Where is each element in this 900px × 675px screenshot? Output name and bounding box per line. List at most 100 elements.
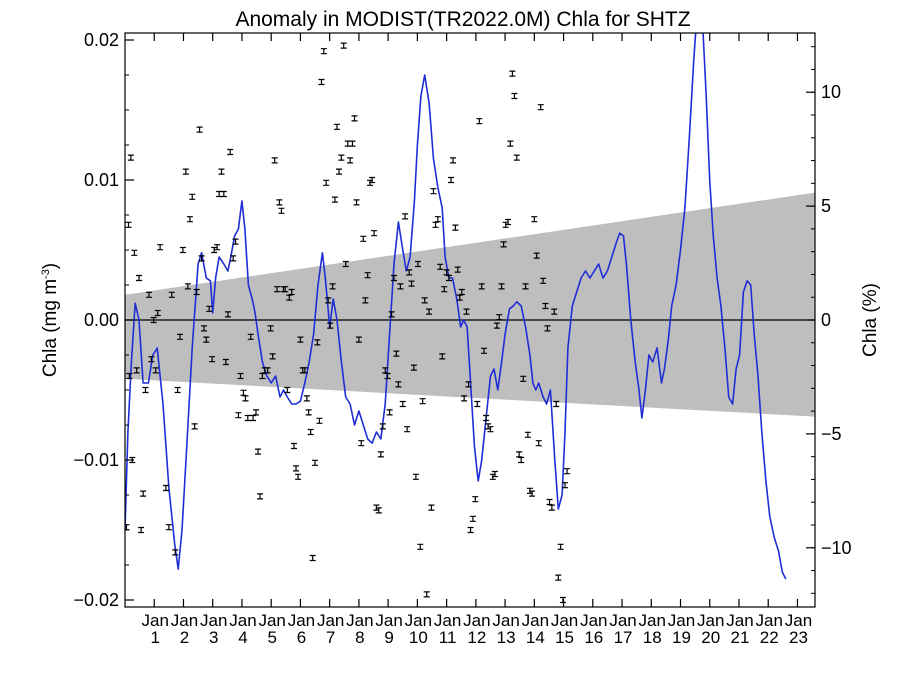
x-tick-year-label: 11 bbox=[439, 628, 457, 647]
data-point bbox=[189, 193, 196, 200]
data-point-errorbar bbox=[301, 367, 308, 374]
data-point bbox=[222, 358, 229, 366]
x-tick-month-label: Jan bbox=[697, 611, 724, 630]
data-point bbox=[295, 473, 302, 480]
x-tick-month-label: Jan bbox=[317, 611, 344, 630]
data-point bbox=[182, 168, 189, 175]
data-point bbox=[252, 409, 259, 416]
data-point bbox=[452, 224, 459, 231]
x-tick-year-label: 9 bbox=[384, 628, 393, 647]
data-point-errorbar bbox=[150, 316, 157, 324]
data-point-errorbar bbox=[189, 193, 196, 200]
data-point bbox=[338, 154, 345, 161]
uncertainty-band bbox=[125, 192, 815, 417]
data-point-errorbar bbox=[293, 465, 300, 472]
data-point bbox=[240, 389, 247, 396]
data-point-errorbar bbox=[127, 154, 134, 161]
data-point-errorbar bbox=[395, 381, 402, 388]
data-point bbox=[162, 484, 169, 492]
data-point-errorbar bbox=[271, 157, 278, 164]
data-point bbox=[168, 291, 175, 298]
data-point-errorbar bbox=[338, 154, 345, 161]
data-point-errorbar bbox=[148, 356, 155, 363]
data-point bbox=[447, 176, 454, 184]
x-tick-month-label: Jan bbox=[522, 611, 549, 630]
data-point-errorbar bbox=[131, 249, 138, 256]
data-point-errorbar bbox=[206, 305, 213, 312]
data-point bbox=[340, 42, 347, 49]
data-point bbox=[469, 515, 476, 522]
data-point-errorbar bbox=[555, 574, 562, 581]
data-point-errorbar bbox=[437, 263, 444, 270]
data-point-errorbar bbox=[282, 286, 289, 293]
data-point bbox=[271, 157, 278, 164]
data-point bbox=[342, 260, 349, 268]
x-tick-year-label: 2 bbox=[180, 628, 189, 647]
data-point bbox=[474, 400, 481, 408]
x-tick-year-label: 18 bbox=[643, 628, 662, 647]
data-point-errorbar bbox=[168, 291, 175, 298]
data-point-errorbar bbox=[196, 126, 203, 133]
data-point bbox=[481, 347, 488, 354]
data-point bbox=[555, 574, 562, 581]
data-point bbox=[421, 297, 428, 304]
data-point bbox=[157, 244, 164, 251]
x-tick-year-label: 17 bbox=[614, 628, 633, 647]
data-point-errorbar bbox=[390, 274, 397, 282]
data-point-errorbar bbox=[535, 440, 542, 447]
data-point bbox=[412, 473, 419, 480]
data-point bbox=[126, 372, 133, 380]
data-point-errorbar bbox=[399, 400, 406, 408]
data-point-errorbar bbox=[305, 409, 312, 416]
data-point-errorbar bbox=[329, 283, 336, 290]
data-point bbox=[267, 325, 274, 332]
data-point-errorbar bbox=[235, 412, 242, 419]
data-point-errorbar bbox=[533, 252, 540, 259]
x-tick-year-label: 19 bbox=[672, 628, 691, 647]
data-point bbox=[269, 353, 276, 360]
data-point bbox=[500, 241, 507, 248]
data-point-errorbar bbox=[224, 311, 231, 318]
x-tick-year-label: 12 bbox=[467, 628, 486, 647]
y-left-tick-label: −0.02 bbox=[73, 590, 119, 610]
data-point-errorbar bbox=[542, 302, 549, 310]
data-point-errorbar bbox=[342, 260, 349, 268]
data-point-errorbar bbox=[360, 235, 367, 242]
data-point-errorbar bbox=[364, 272, 371, 279]
data-point-errorbar bbox=[284, 386, 291, 394]
x-tick-year-label: 7 bbox=[326, 628, 335, 647]
x-tick-month-label: Jan bbox=[171, 611, 198, 630]
data-point-errorbar bbox=[269, 353, 276, 360]
data-point-errorbar bbox=[344, 140, 351, 147]
data-point-errorbar bbox=[458, 288, 465, 296]
data-point-errorbar bbox=[125, 524, 130, 531]
data-point-errorbar bbox=[216, 190, 223, 198]
data-point-errorbar bbox=[384, 372, 391, 380]
data-point bbox=[544, 325, 551, 332]
data-point bbox=[305, 409, 312, 416]
data-point bbox=[142, 386, 149, 394]
data-point-errorbar bbox=[428, 504, 435, 511]
data-point-errorbar bbox=[467, 526, 474, 534]
data-point bbox=[537, 104, 544, 111]
data-point-errorbar bbox=[432, 221, 439, 228]
data-point-errorbar bbox=[237, 372, 244, 380]
x-tick-month-label: Jan bbox=[492, 611, 519, 630]
x-tick-month-label: Jan bbox=[551, 611, 578, 630]
data-point bbox=[290, 442, 297, 450]
data-point-errorbar bbox=[214, 244, 221, 251]
data-point bbox=[316, 417, 323, 424]
x-tick-month-label: Jan bbox=[756, 611, 783, 630]
x-tick-year-label: 21 bbox=[731, 628, 750, 647]
x-tick-year-label: 10 bbox=[409, 628, 428, 647]
data-point bbox=[371, 230, 378, 237]
data-point-errorbar bbox=[513, 154, 520, 161]
data-point-errorbar bbox=[255, 448, 262, 455]
smoothed-anomaly-line bbox=[125, 33, 787, 580]
data-point-errorbar bbox=[454, 266, 461, 273]
y-right-tick-label: 5 bbox=[821, 196, 831, 216]
x-tick-year-label: 6 bbox=[297, 628, 306, 647]
data-point-errorbar bbox=[562, 482, 569, 489]
data-point-errorbar bbox=[379, 423, 386, 430]
data-point-errorbar bbox=[441, 286, 448, 293]
